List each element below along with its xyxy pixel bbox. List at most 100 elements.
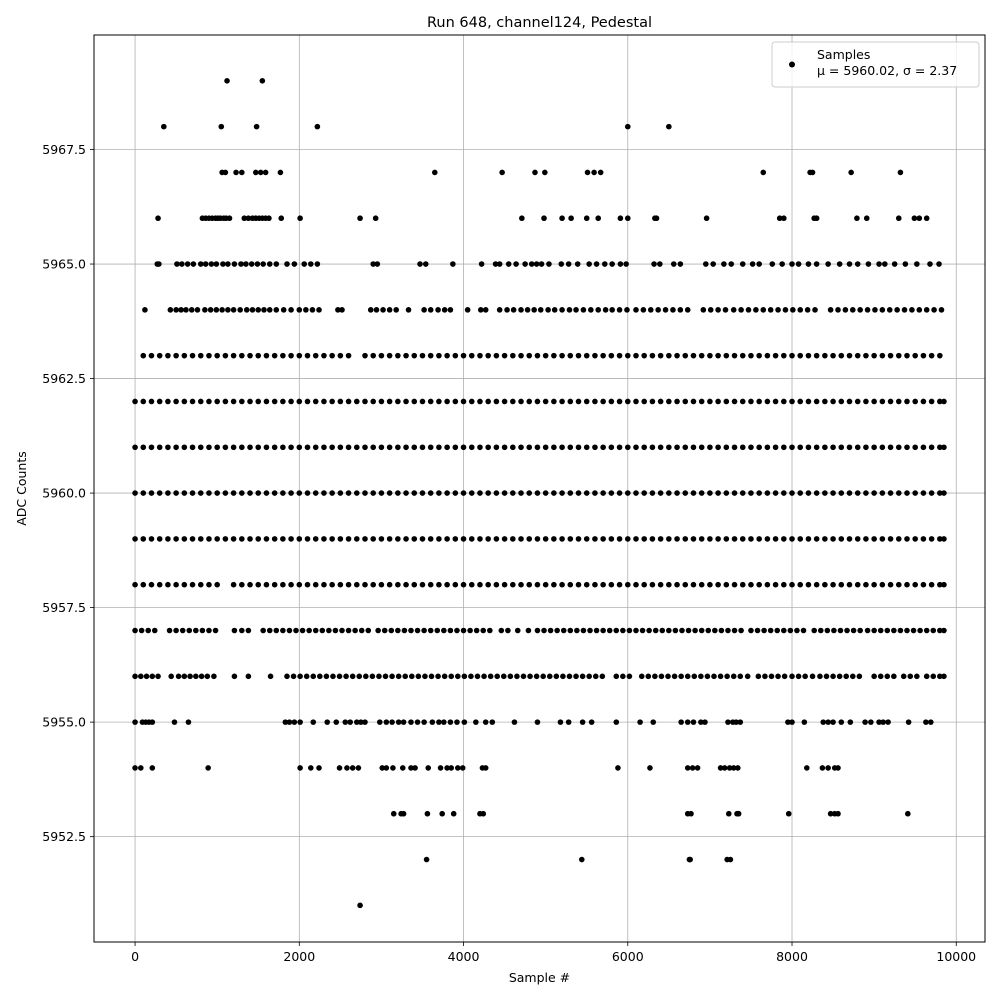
sample-point	[641, 581, 648, 588]
sample-point	[297, 719, 303, 725]
sample-point	[551, 490, 557, 496]
sample-point	[478, 261, 485, 267]
sample-point	[245, 627, 252, 634]
sample-point	[912, 398, 918, 405]
sample-point	[670, 261, 677, 267]
sample-point	[321, 352, 327, 359]
sample-point	[715, 398, 721, 405]
sample-point	[333, 719, 340, 725]
sample-point	[657, 581, 664, 588]
sample-point	[764, 352, 771, 359]
sample-point	[498, 627, 505, 634]
sample-point	[560, 673, 566, 680]
sample-point	[830, 673, 836, 680]
sample-point	[608, 536, 615, 542]
sample-point	[273, 307, 280, 313]
sample-point	[748, 536, 754, 542]
sample-point	[580, 627, 587, 634]
sample-point	[739, 444, 746, 451]
sample-point	[677, 261, 684, 267]
sample-point	[156, 490, 163, 496]
sample-point	[916, 307, 923, 313]
sample-point	[376, 673, 382, 680]
sample-point	[764, 490, 771, 496]
sample-point	[575, 398, 582, 405]
sample-point	[819, 765, 826, 771]
sample-point	[263, 444, 270, 451]
sample-point	[789, 536, 795, 542]
sample-point	[312, 398, 319, 405]
sample-point	[914, 673, 920, 680]
sample-point	[468, 398, 475, 405]
sample-point	[739, 398, 746, 405]
sample-point	[166, 627, 173, 634]
sample-point	[304, 581, 311, 588]
sample-point	[231, 627, 238, 634]
sample-point	[187, 673, 193, 680]
sample-point	[830, 719, 836, 725]
sample-point	[386, 444, 393, 451]
sample-point	[645, 673, 652, 680]
sample-point	[316, 765, 322, 771]
sample-point	[423, 856, 430, 863]
sample-point	[411, 352, 418, 359]
sample-point	[835, 307, 841, 313]
sample-point	[452, 444, 459, 451]
legend-stats: μ = 5960.02, σ = 2.37	[817, 63, 957, 78]
sample-point	[149, 719, 156, 725]
sample-point	[329, 536, 335, 542]
sample-point	[690, 536, 697, 542]
sample-point	[188, 307, 195, 313]
sample-point	[626, 673, 633, 680]
sample-point	[895, 398, 902, 405]
sample-point	[941, 490, 947, 496]
sample-point	[617, 215, 624, 222]
sample-point	[395, 536, 401, 542]
sample-point	[304, 398, 311, 405]
sample-point	[616, 444, 623, 451]
sample-point	[575, 536, 582, 542]
sample-point	[526, 398, 533, 405]
sample-point	[895, 536, 902, 542]
sample-point	[419, 444, 426, 451]
sample-point	[477, 307, 484, 313]
sample-point	[787, 627, 794, 634]
sample-point	[608, 398, 615, 405]
sample-point	[781, 352, 787, 359]
sample-point	[655, 307, 661, 313]
sample-point	[422, 673, 428, 680]
sample-point	[518, 581, 524, 588]
sample-point	[639, 627, 646, 634]
sample-point	[789, 352, 795, 359]
sample-point	[897, 169, 904, 176]
sample-point	[723, 352, 730, 359]
sample-point	[461, 719, 468, 725]
sample-point	[534, 444, 541, 451]
sample-point	[710, 261, 716, 267]
sample-point	[280, 490, 286, 496]
sample-point	[842, 307, 849, 313]
sample-point	[436, 719, 442, 725]
x-tick-label: 2000	[283, 949, 315, 964]
sample-point	[584, 169, 591, 176]
sample-point	[920, 444, 927, 451]
sample-point	[409, 673, 415, 680]
sample-point	[173, 581, 179, 588]
sample-point	[534, 719, 541, 725]
sample-point	[132, 536, 138, 542]
sample-point	[871, 352, 877, 359]
sample-point	[895, 352, 902, 359]
sample-point	[802, 673, 808, 680]
sample-point	[496, 261, 503, 267]
sample-point	[239, 352, 245, 359]
sample-point	[649, 536, 656, 542]
sample-point	[271, 444, 278, 451]
sample-point	[353, 490, 360, 496]
sample-point	[378, 352, 385, 359]
sample-point	[641, 398, 648, 405]
sample-point	[314, 261, 321, 267]
sample-point	[674, 490, 680, 496]
sample-point	[379, 765, 386, 771]
sample-point	[309, 307, 316, 313]
sample-point	[775, 307, 781, 313]
